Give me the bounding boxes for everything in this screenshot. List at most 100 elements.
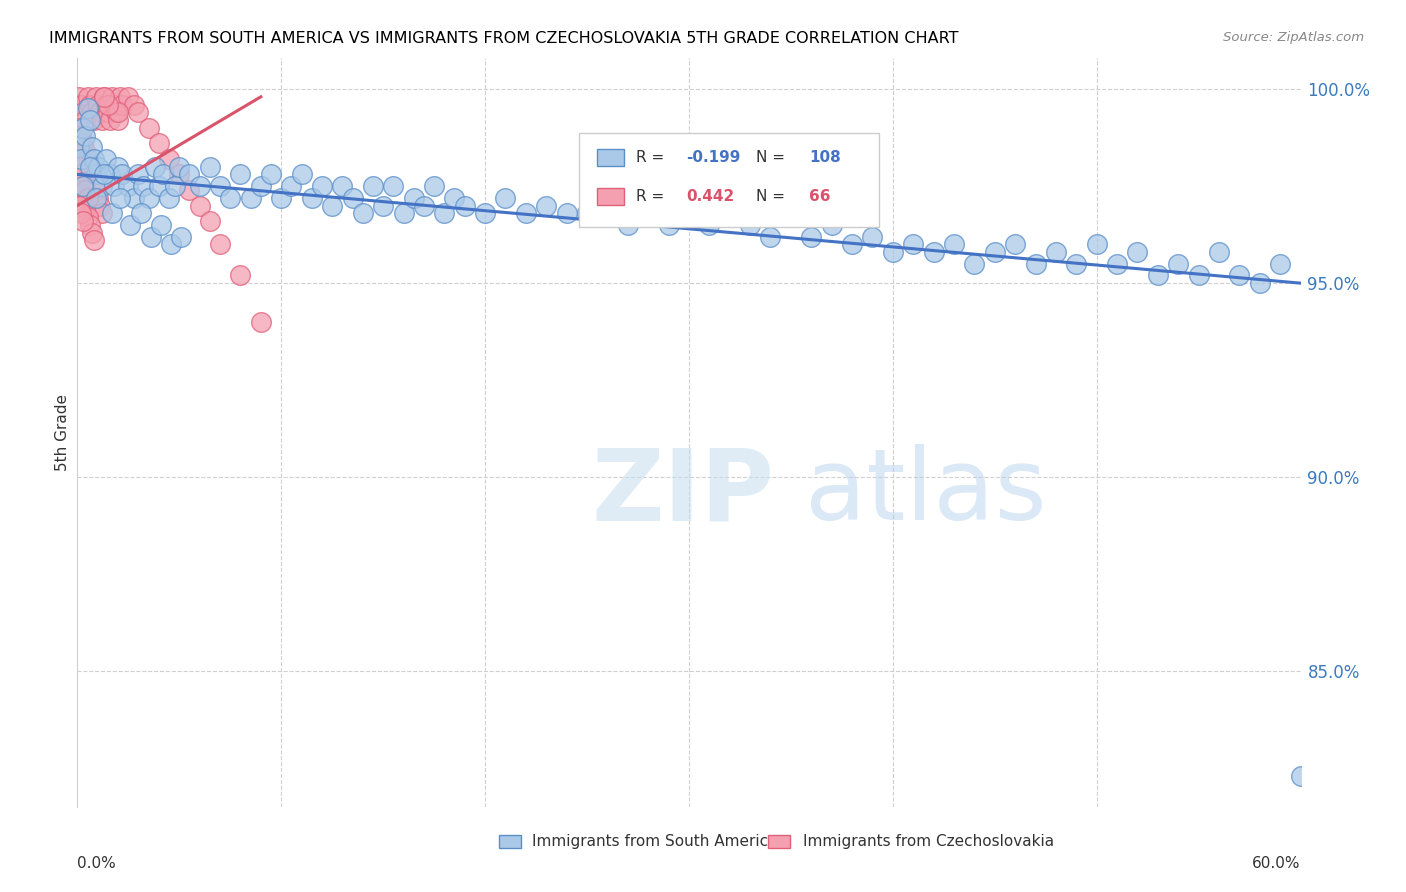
Point: [1066, 257, 1088, 271]
Point: [658, 218, 681, 232]
Point: [131, 179, 153, 194]
Point: [98, 168, 121, 182]
Point: [984, 245, 1007, 260]
Point: [515, 206, 537, 220]
Point: [219, 191, 242, 205]
Point: [534, 198, 557, 212]
Text: 60.0%: 60.0%: [1253, 856, 1301, 871]
Point: [87, 160, 110, 174]
Point: [402, 191, 425, 205]
FancyBboxPatch shape: [579, 133, 879, 227]
Point: [179, 183, 201, 197]
Point: [1289, 769, 1312, 783]
Point: [290, 168, 312, 182]
Point: [862, 229, 884, 244]
Point: [1126, 245, 1149, 260]
Point: [75, 202, 97, 217]
Point: [90, 179, 112, 194]
Point: [94, 97, 117, 112]
Point: [555, 206, 578, 220]
FancyBboxPatch shape: [598, 188, 624, 205]
Point: [138, 191, 160, 205]
Point: [138, 120, 160, 135]
Point: [800, 229, 823, 244]
Point: [169, 160, 191, 174]
Point: [83, 234, 105, 248]
Point: [80, 140, 103, 154]
Point: [70, 152, 93, 166]
Point: [89, 198, 111, 212]
Text: ZIP: ZIP: [591, 444, 773, 541]
Point: [98, 113, 121, 128]
Point: [1249, 276, 1271, 290]
Point: [75, 113, 97, 128]
Text: 108: 108: [808, 150, 841, 165]
Point: [1208, 245, 1230, 260]
Point: [105, 105, 128, 120]
Point: [111, 97, 134, 112]
Point: [188, 179, 211, 194]
Point: [117, 90, 139, 104]
Point: [179, 168, 201, 182]
Point: [495, 191, 517, 205]
Point: [332, 179, 354, 194]
Point: [84, 183, 107, 197]
Text: 66: 66: [808, 189, 831, 204]
Point: [67, 179, 90, 194]
FancyBboxPatch shape: [769, 835, 790, 848]
Point: [779, 206, 801, 220]
Point: [392, 206, 415, 220]
Point: [76, 191, 98, 205]
Point: [188, 198, 211, 212]
Point: [67, 90, 90, 104]
Point: [361, 179, 384, 194]
Point: [67, 160, 90, 174]
Point: [1085, 237, 1108, 252]
Point: [72, 179, 94, 194]
Point: [260, 168, 283, 182]
Point: [170, 229, 193, 244]
Point: [882, 245, 904, 260]
Text: R =: R =: [637, 189, 669, 204]
Point: [90, 206, 112, 220]
Point: [72, 175, 94, 189]
Point: [352, 206, 374, 220]
Point: [596, 198, 619, 212]
Point: [208, 179, 231, 194]
Point: [1229, 268, 1251, 283]
Point: [127, 168, 149, 182]
Point: [250, 179, 273, 194]
Point: [75, 128, 97, 143]
Point: [76, 210, 98, 224]
Point: [371, 198, 394, 212]
Point: [84, 191, 107, 205]
Point: [1187, 268, 1209, 283]
Point: [72, 214, 94, 228]
Point: [107, 160, 129, 174]
Point: [79, 218, 101, 232]
Point: [79, 160, 101, 174]
Point: [453, 198, 475, 212]
Point: [124, 191, 146, 205]
Point: [148, 179, 170, 194]
Y-axis label: 5th Grade: 5th Grade: [55, 394, 70, 471]
Point: [103, 97, 125, 112]
Point: [718, 206, 741, 220]
Point: [124, 97, 146, 112]
Point: [423, 179, 446, 194]
Point: [821, 218, 844, 232]
Point: [80, 105, 103, 120]
Point: [107, 113, 129, 128]
Point: [301, 191, 323, 205]
Point: [101, 90, 124, 104]
Point: [67, 198, 90, 212]
Point: [117, 179, 139, 194]
Point: [107, 105, 129, 120]
Point: [740, 218, 762, 232]
Point: [75, 183, 97, 197]
Text: Immigrants from Czechoslovakia: Immigrants from Czechoslovakia: [803, 834, 1054, 849]
Point: [103, 179, 125, 194]
Point: [79, 113, 101, 128]
Point: [97, 105, 120, 120]
Point: [94, 152, 117, 166]
